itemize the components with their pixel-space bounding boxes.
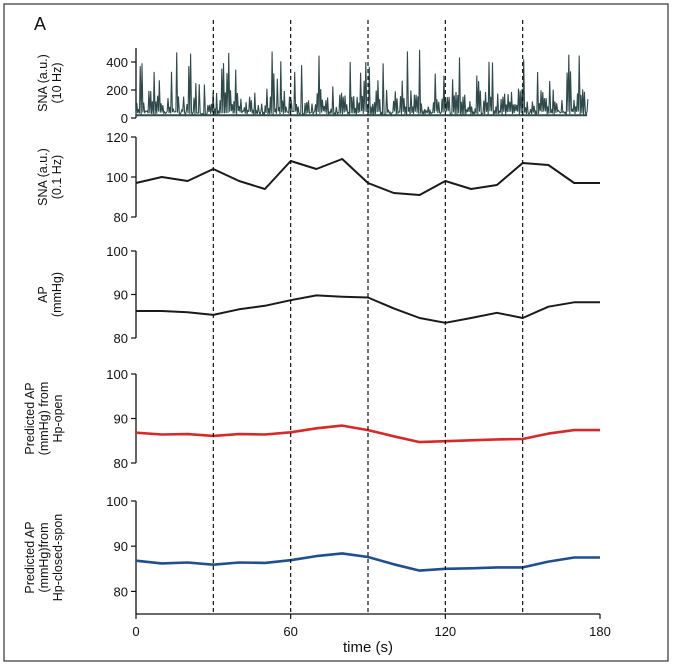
y-tick-label-pred_closed-1: 90 (114, 539, 128, 554)
y-label-pred_open-0: Predicted AP (23, 382, 37, 454)
y-tick-label-sna10-1: 200 (106, 83, 128, 98)
x-tick-label-1: 60 (283, 624, 297, 639)
panel-label: A (34, 14, 46, 34)
figure-border (3, 3, 669, 662)
y-tick-label-sna01-0: 80 (114, 210, 128, 225)
y-tick-label-ap-1: 90 (114, 288, 128, 303)
y-tick-label-sna10-2: 400 (106, 55, 128, 70)
y-label-sna01-0: SNA (a.u.) (36, 148, 50, 206)
y-label-sna10-1: (10 Hz) (50, 63, 64, 104)
y-tick-label-pred_open-1: 90 (114, 412, 128, 427)
y-tick-label-ap-0: 80 (114, 331, 128, 346)
x-tick-label-3: 180 (589, 624, 611, 639)
x-tick-label-2: 120 (434, 624, 456, 639)
x-tick-label-0: 0 (132, 624, 139, 639)
y-tick-label-ap-2: 100 (106, 244, 128, 259)
x-axis-label: time (s) (343, 639, 393, 656)
y-label-pred_closed-1: (mmHg)from (37, 522, 51, 592)
series-line-sna10 (135, 49, 589, 118)
y-tick-label-sna01-2: 120 (106, 130, 128, 145)
y-label-pred_open-2: Hp-open (51, 394, 65, 442)
y-tick-label-pred_open-2: 100 (106, 367, 128, 382)
y-tick-label-sna10-0: 0 (121, 111, 128, 126)
y-label-ap-1: (mmHg) (50, 272, 64, 317)
y-label-pred_open-1: (mmHg) from (37, 382, 51, 456)
y-tick-label-pred_closed-2: 100 (106, 494, 128, 509)
y-label-ap-0: AP (36, 286, 50, 303)
y-label-sna01-1: (0.1 Hz) (50, 155, 64, 199)
y-tick-label-pred_closed-0: 80 (114, 584, 128, 599)
y-tick-label-sna01-1: 100 (106, 170, 128, 185)
y-label-pred_closed-0: Predicted AP (23, 521, 37, 593)
y-label-pred_closed-2: Hp-closed-spon (51, 514, 65, 602)
y-tick-label-pred_open-0: 80 (114, 456, 128, 471)
y-label-sna10-0: SNA (a.u.) (36, 54, 50, 112)
